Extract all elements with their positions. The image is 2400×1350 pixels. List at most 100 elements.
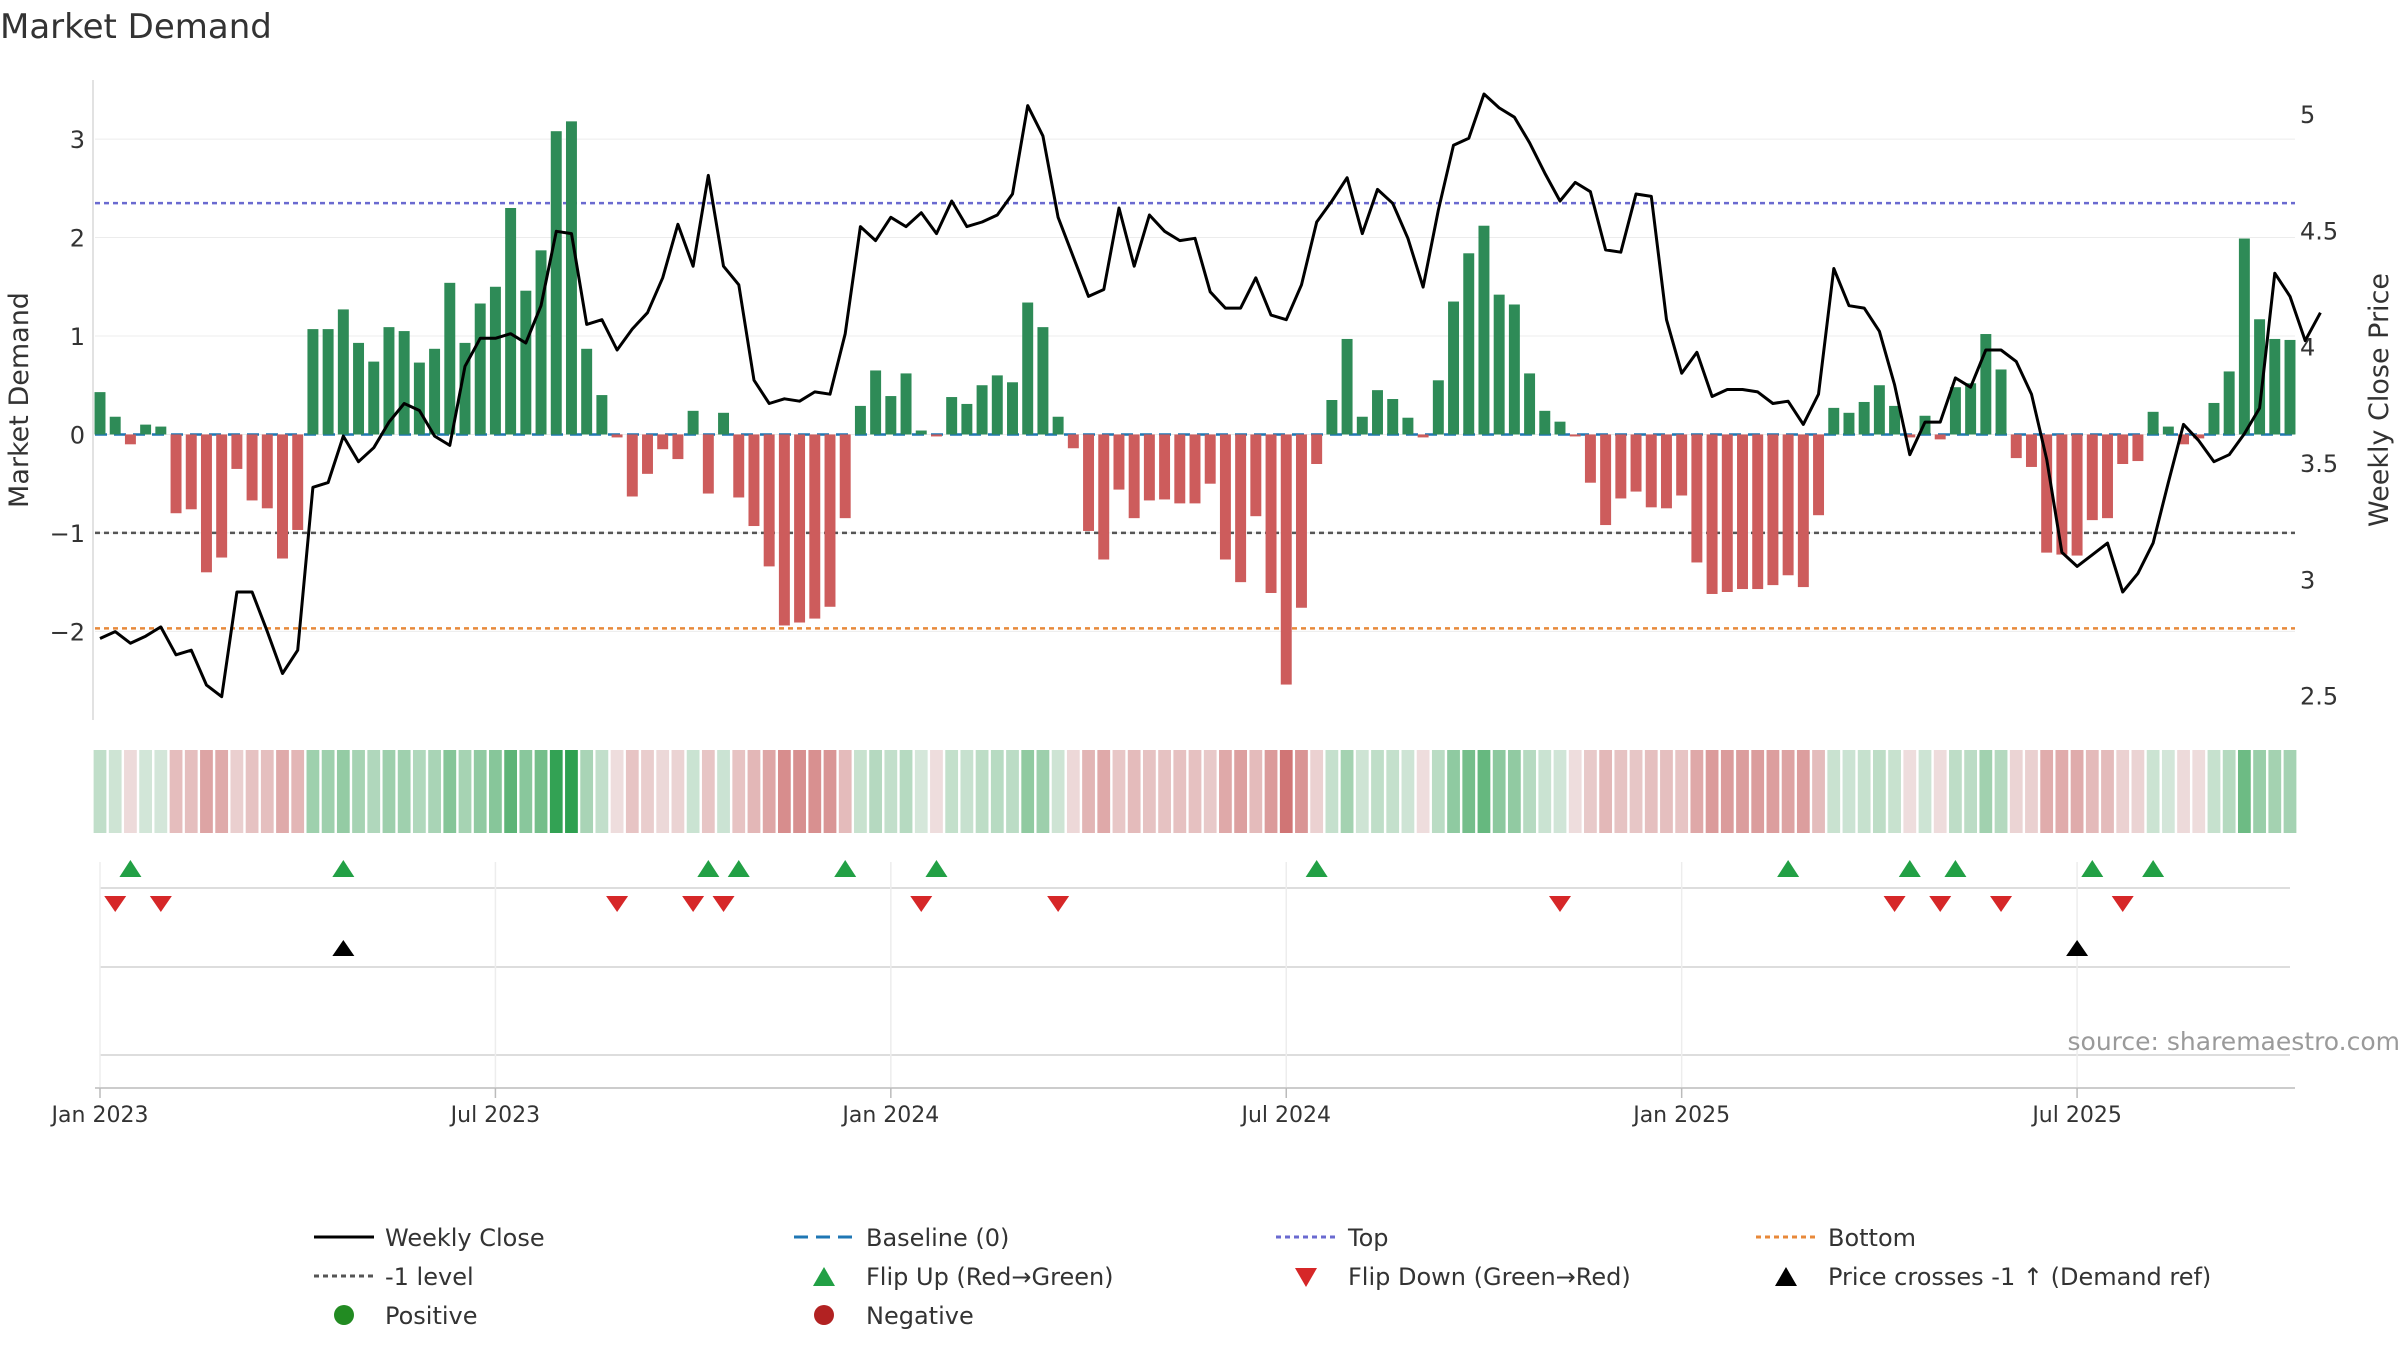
heat-cell: [139, 750, 153, 833]
flip-down-marker: [2111, 896, 2134, 912]
demand-bar-negative: [277, 434, 288, 559]
demand-bar-negative: [2193, 434, 2205, 439]
heat-cell: [1660, 750, 1673, 833]
heat-cell: [260, 750, 274, 833]
demand-bar-negative: [2041, 434, 2053, 553]
heat-cell: [686, 750, 700, 833]
heat-cell: [2177, 750, 2190, 833]
heat-cell: [1310, 750, 1324, 833]
demand-bar-positive: [1889, 405, 1901, 435]
demand-bar-positive: [353, 342, 365, 435]
heat-cell: [1720, 750, 1734, 833]
heat-cell: [2161, 750, 2175, 833]
flip-up-marker: [727, 860, 750, 877]
demand-bar-negative: [1569, 434, 1581, 437]
heat-cell: [595, 750, 609, 833]
legend-label-bottom: Bottom: [1828, 1224, 1916, 1252]
right-tick-label: 5: [2300, 101, 2315, 129]
heat-cell: [276, 750, 289, 833]
heat-cell: [1097, 750, 1111, 833]
legend-label-top: Top: [1347, 1224, 1389, 1252]
heat-cell: [352, 750, 365, 833]
heat-cell: [1188, 750, 1202, 833]
heat-cell: [1584, 750, 1597, 833]
demand-bar-positive: [94, 392, 106, 435]
left-tick-label: −1: [50, 520, 85, 548]
heat-cell: [1264, 750, 1278, 833]
demand-bar-positive: [1539, 410, 1551, 435]
demand-bar-negative: [1782, 434, 1794, 576]
heat-cell: [671, 750, 685, 833]
heat-cell: [1219, 750, 1232, 833]
heat-cell: [2040, 750, 2054, 833]
heat-cell: [1766, 750, 1780, 833]
demand-bar-negative: [231, 434, 243, 469]
demand-bar-positive: [885, 396, 897, 435]
heat-cell: [321, 750, 335, 833]
heat-cell: [230, 750, 244, 833]
signal-markers: [99, 860, 2290, 1090]
heat-cell: [747, 750, 761, 833]
demand-bar-negative: [778, 434, 790, 626]
heat-cell: [2283, 750, 2297, 833]
flip-down-marker: [1047, 896, 1070, 912]
demand-bar-negative: [1143, 434, 1155, 501]
demand-bar-negative: [1417, 434, 1429, 438]
heat-cell: [1599, 750, 1613, 833]
demand-bar-positive: [2162, 426, 2174, 435]
demand-bar-negative: [809, 434, 821, 619]
left-tick-label: 3: [70, 126, 85, 154]
legend-flip-up-icon: [813, 1267, 835, 1286]
heat-cell: [990, 750, 1004, 833]
demand-bar-positive: [854, 405, 866, 435]
heat-cell: [245, 750, 259, 833]
heat-cell: [899, 750, 913, 833]
heat-cell: [1477, 750, 1491, 833]
heat-cell: [1751, 750, 1765, 833]
heat-cell: [1340, 750, 1354, 833]
heat-cell: [884, 750, 898, 833]
heat-cell: [565, 750, 578, 833]
legend-label-price-cross: Price crosses -1 ↑ (Demand ref): [1828, 1263, 2211, 1291]
heat-cell: [2207, 750, 2221, 833]
heat-cell: [914, 750, 928, 833]
demand-bar-negative: [748, 434, 760, 527]
heat-cell: [2101, 750, 2114, 833]
heat-cell: [1249, 750, 1263, 833]
demand-bar-positive: [2254, 319, 2266, 435]
heat-cell: [838, 750, 852, 833]
heat-cell: [1629, 750, 1643, 833]
demand-bar-negative: [1113, 434, 1125, 490]
legend-label-weekly-close: Weekly Close: [385, 1224, 545, 1252]
x-tick-label: Jan 2023: [50, 1103, 149, 1128]
demand-bar-negative: [2102, 434, 2113, 519]
heat-cell: [1507, 750, 1521, 833]
demand-bar-negative: [839, 434, 851, 519]
demand-bar-positive: [991, 375, 1003, 435]
heat-cell: [2268, 750, 2282, 833]
heat-cell: [2253, 750, 2266, 833]
demand-bar-positive: [1052, 416, 1064, 435]
left-axis-ticks: 3 2 1 0 −1 −2: [50, 126, 85, 646]
demand-bar-negative: [657, 434, 669, 450]
demand-bar-positive: [2208, 402, 2220, 435]
heat-cell: [215, 750, 229, 833]
heat-cell: [1842, 750, 1856, 833]
demand-bar-negative: [794, 434, 806, 623]
demand-bar-negative: [1311, 434, 1323, 464]
heat-cell: [154, 750, 168, 833]
demand-bar-negative: [1159, 434, 1171, 500]
heat-cell: [930, 750, 943, 833]
heat-cell: [656, 750, 670, 833]
x-tick-label: Jul 2025: [2030, 1103, 2122, 1128]
demand-bar-negative: [1813, 434, 1825, 516]
heat-cell: [1903, 750, 1917, 833]
heat-cell: [1051, 750, 1065, 833]
heat-cell: [1705, 750, 1719, 833]
heat-cell: [823, 750, 837, 833]
demand-bar-positive: [718, 412, 730, 435]
reference-lines: [95, 201, 2295, 630]
demand-bar-positive: [383, 327, 395, 435]
flip-down-marker: [1883, 896, 1906, 912]
